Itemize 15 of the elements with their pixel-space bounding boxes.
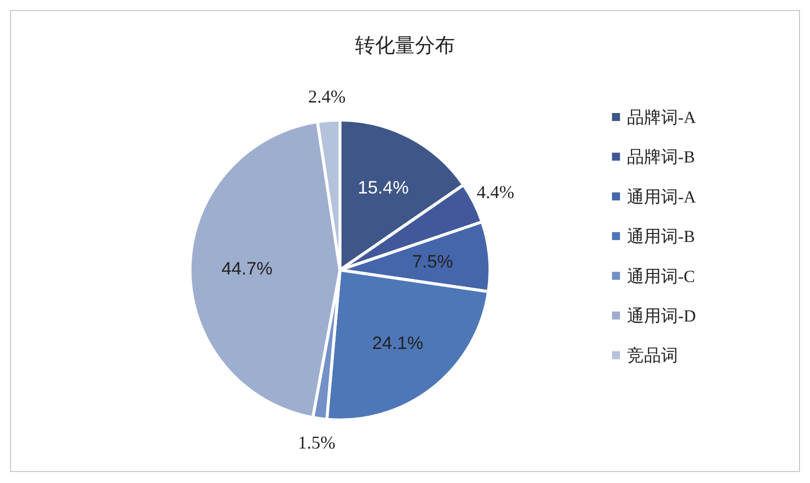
data-label: 24.1% [372,332,424,353]
data-label: 4.4% [476,182,514,202]
legend-label: 品牌词-B [627,148,695,167]
legend-label: 通用词-D [627,306,696,326]
legend-label: 竞品词 [627,346,678,366]
legend-label: 通用词-C [627,266,695,286]
chart-title: 转化量分布 [355,35,455,57]
legend-label: 品牌词-A [627,108,697,127]
data-label: 15.4% [358,178,409,198]
data-label: 1.5% [298,432,336,452]
data-label: 7.5% [412,252,454,272]
data-label: 44.7% [221,258,273,279]
legend-label: 通用词-A [627,187,697,206]
legend-label: 通用词-B [627,227,695,246]
data-label: 2.4% [308,86,346,106]
